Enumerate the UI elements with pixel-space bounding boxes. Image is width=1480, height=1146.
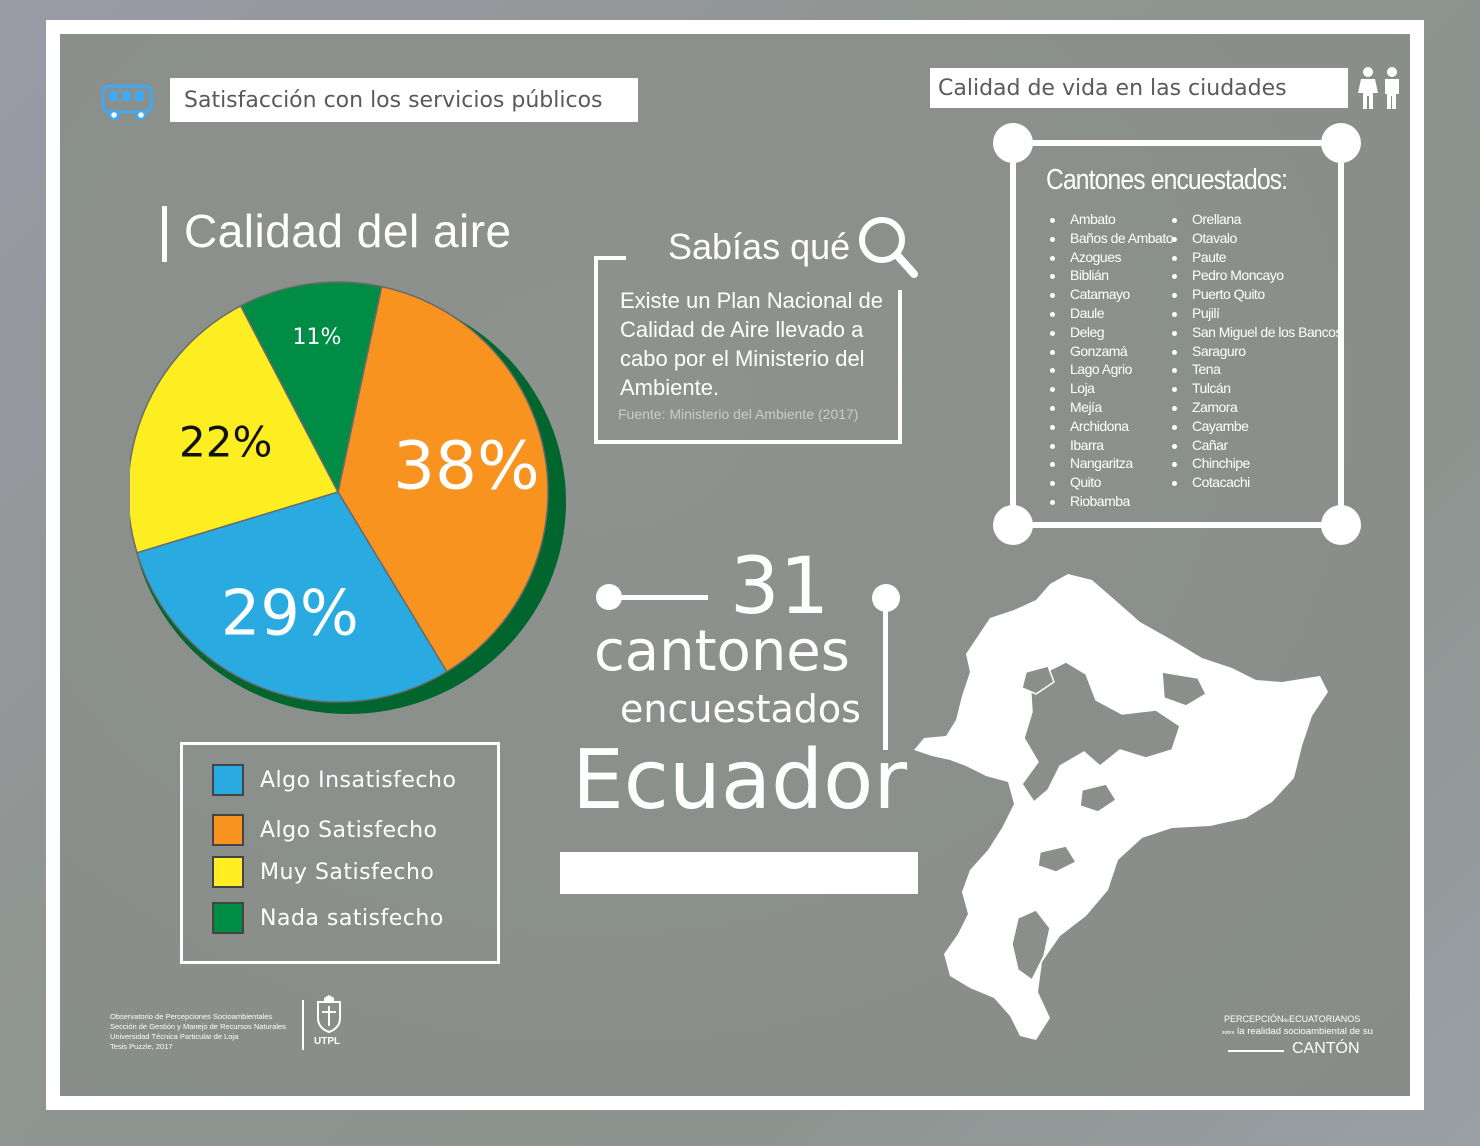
credit-line: Universidad Técnica Particular de Loja [110, 1032, 239, 1041]
count-sub: encuestados [620, 687, 861, 731]
header-left-title: Satisfacción con los servicios públicos [170, 78, 638, 122]
canton-item: Puerto Quito [1172, 285, 1342, 304]
canton-item: Deleg [1049, 323, 1173, 342]
canton-item: Tulcán [1172, 379, 1342, 398]
bus-icon [101, 84, 153, 121]
canton-item: Chinchipe [1172, 454, 1342, 473]
canton-item: Archidona [1049, 417, 1173, 436]
ecuador-map [914, 574, 1328, 1040]
fact-text: Existe un Plan Nacional de Calidad de Ai… [620, 288, 883, 400]
magnifier-icon [859, 217, 918, 278]
utpl-label: UTPL [314, 1036, 341, 1047]
brand-sobre: sobre [1222, 1030, 1235, 1036]
credit-line: Observatorio de Percepciones Socioambien… [110, 1012, 273, 1021]
brand-de: de [1283, 1018, 1290, 1024]
pie-chart: 38% 29% 22% 11% [130, 281, 566, 714]
canton-item: San Miguel de los Bancos [1172, 323, 1342, 340]
canton-item: Cotacachi [1172, 473, 1342, 492]
header-left-title-text: Satisfacción con los servicios públicos [184, 87, 603, 113]
credits: Observatorio de Percepciones Socioambien… [110, 1012, 286, 1052]
canton-item: Orellana [1172, 210, 1342, 229]
header-right-title-text: Calidad de vida en las ciudades [938, 75, 1287, 101]
legend-label: Nada satisfecho [260, 905, 444, 931]
canton-item: Pedro Moncayo [1172, 266, 1342, 285]
white-bar [560, 852, 918, 894]
cantones-column-1: Ambato Baños de Ambato Azogues Biblián Catam… [1049, 210, 1174, 511]
canton-item: Zamora [1172, 398, 1342, 417]
canton-item: Cañar [1172, 436, 1342, 455]
canton-item: Loja [1049, 379, 1173, 398]
fact-source: Fuente: Ministerio del Ambiente (2017) [618, 406, 859, 422]
canton-item: Ambato [1049, 210, 1173, 229]
pie-label: 38% [393, 427, 540, 504]
brand-line-2: sobre la realidad socioambiental de su [1222, 1026, 1373, 1037]
canton-item: Saraguro [1172, 342, 1342, 361]
legend-label: Muy Satisfecho [260, 859, 435, 885]
canton-item: Biblián [1049, 266, 1173, 285]
brand-line [1228, 1050, 1284, 1052]
count-word: cantones [594, 619, 850, 684]
brand-canton: CANTÓN [1292, 1040, 1360, 1057]
canton-item: Lago Agrio [1049, 360, 1173, 379]
credit-line: Sección de Gestión y Manejo de Recursos … [110, 1022, 286, 1031]
fact-frame [594, 256, 902, 444]
header-right-title: Calidad de vida en las ciudades [930, 68, 1348, 108]
canton-item: Riobamba [1049, 492, 1173, 511]
brand-realidad: la realidad socioambiental de su [1237, 1026, 1373, 1037]
legend-swatch [212, 814, 244, 846]
count-dot-right [872, 584, 900, 612]
credit-line: Tesis Puzzle, 2017 [110, 1042, 173, 1051]
canton-item: Nangaritza [1049, 454, 1173, 473]
credits-divider [302, 1000, 304, 1050]
count-number: 31 [730, 542, 830, 632]
canton-item: Catamayo [1049, 285, 1173, 304]
utpl-crest-icon [317, 995, 341, 1034]
canton-item: Gonzamá [1049, 342, 1173, 361]
pie-slice-algo-insatisfecho [136, 491, 448, 703]
canton-item: Otavalo [1172, 229, 1342, 248]
canton-item: Paute [1172, 248, 1342, 267]
legend-box [180, 742, 500, 964]
section-title: Calidad del aire [184, 205, 512, 257]
legend-item: Nada satisfecho [212, 902, 444, 934]
canton-item: Cayambe [1172, 417, 1342, 436]
outer-frame [46, 20, 1424, 1110]
canton-item: Quito [1049, 473, 1173, 492]
legend-swatch [212, 764, 244, 796]
legend-swatch [212, 856, 244, 888]
canton-item: Mejía [1049, 398, 1173, 417]
pie-slice-nada-satisfecho [239, 281, 383, 495]
canton-item: Azogues [1049, 248, 1173, 267]
canton-item: Ibarra [1049, 436, 1173, 455]
brand-line-1: PERCEPCIÓNdeECUATORIANOS [1224, 1014, 1360, 1024]
people-icon [1358, 67, 1399, 109]
count-line-right [883, 610, 888, 750]
brand-ecuatorianos: ECUATORIANOS [1289, 1014, 1361, 1024]
country-name: Ecuador [572, 733, 908, 828]
legend-item: Muy Satisfecho [212, 856, 434, 888]
canton-item: Baños de Ambato [1049, 229, 1174, 246]
cantones-title: Cantones encuestados: [1046, 164, 1288, 196]
brand-perception: PERCEPCIÓN [1224, 1014, 1284, 1024]
legend-item: Algo Insatisfecho [212, 764, 456, 796]
count-dot-left [596, 584, 622, 610]
legend-item: Algo Satisfecho [212, 814, 438, 846]
legend-label: Algo Insatisfecho [260, 767, 457, 793]
pie-label: 11% [292, 325, 341, 350]
legend-swatch [212, 902, 244, 934]
pie-label: 22% [179, 417, 272, 466]
pie-slice-muy-satisfecho [130, 304, 340, 554]
canton-item: Tena [1172, 360, 1342, 379]
pie-label: 29% [221, 577, 359, 650]
count-line-left [618, 595, 708, 600]
cantones-column-2: Orellana Otavalo Paute Pedro Moncayo Puerto … [1172, 210, 1342, 492]
legend-label: Algo Satisfecho [260, 817, 438, 843]
cantones-frame [993, 123, 1361, 545]
canton-item: Pujilí [1172, 304, 1342, 323]
fact-title: Sabías qué [668, 226, 851, 267]
section-title-bar [162, 206, 167, 262]
pie-slice-algo-satisfecho [337, 285, 549, 673]
canton-item: Daule [1049, 304, 1173, 323]
